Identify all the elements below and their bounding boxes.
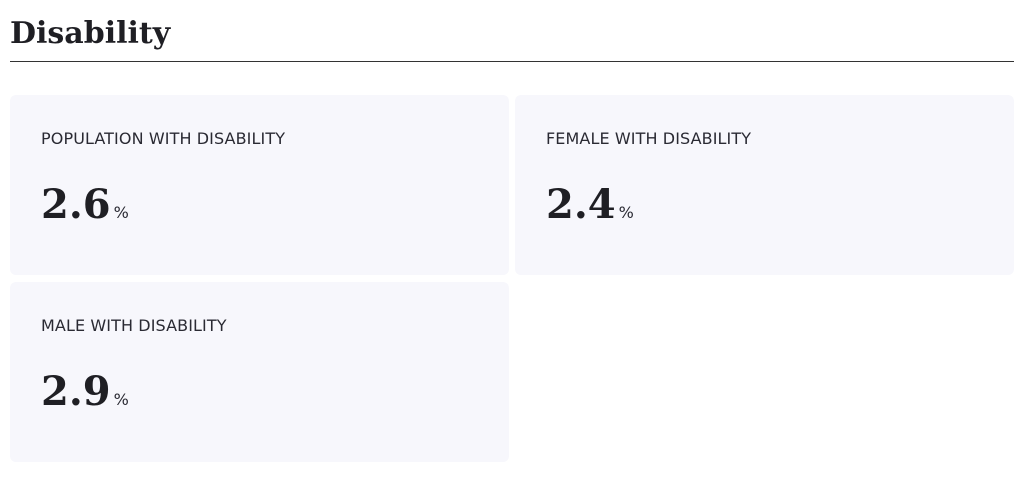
stat-value: 2.9 — [41, 368, 111, 415]
stat-card: POPULATION WITH DISABILITY 2.6% — [10, 95, 509, 275]
divider — [10, 61, 1014, 62]
stat-figure: 2.9% — [41, 368, 129, 415]
section-title: Disability — [10, 16, 171, 51]
stat-figure: 2.6% — [41, 181, 129, 228]
stat-card: MALE WITH DISABILITY 2.9% — [10, 282, 509, 462]
stat-unit: % — [618, 203, 634, 222]
stat-unit: % — [113, 390, 129, 409]
stat-label: POPULATION WITH DISABILITY — [41, 129, 286, 148]
stat-value: 2.6 — [41, 181, 111, 228]
stat-figure: 2.4% — [546, 181, 634, 228]
stat-label: FEMALE WITH DISABILITY — [546, 129, 752, 148]
stat-value: 2.4 — [546, 181, 616, 228]
stat-card: FEMALE WITH DISABILITY 2.4% — [515, 95, 1014, 275]
stat-unit: % — [113, 203, 129, 222]
stat-label: MALE WITH DISABILITY — [41, 316, 227, 335]
